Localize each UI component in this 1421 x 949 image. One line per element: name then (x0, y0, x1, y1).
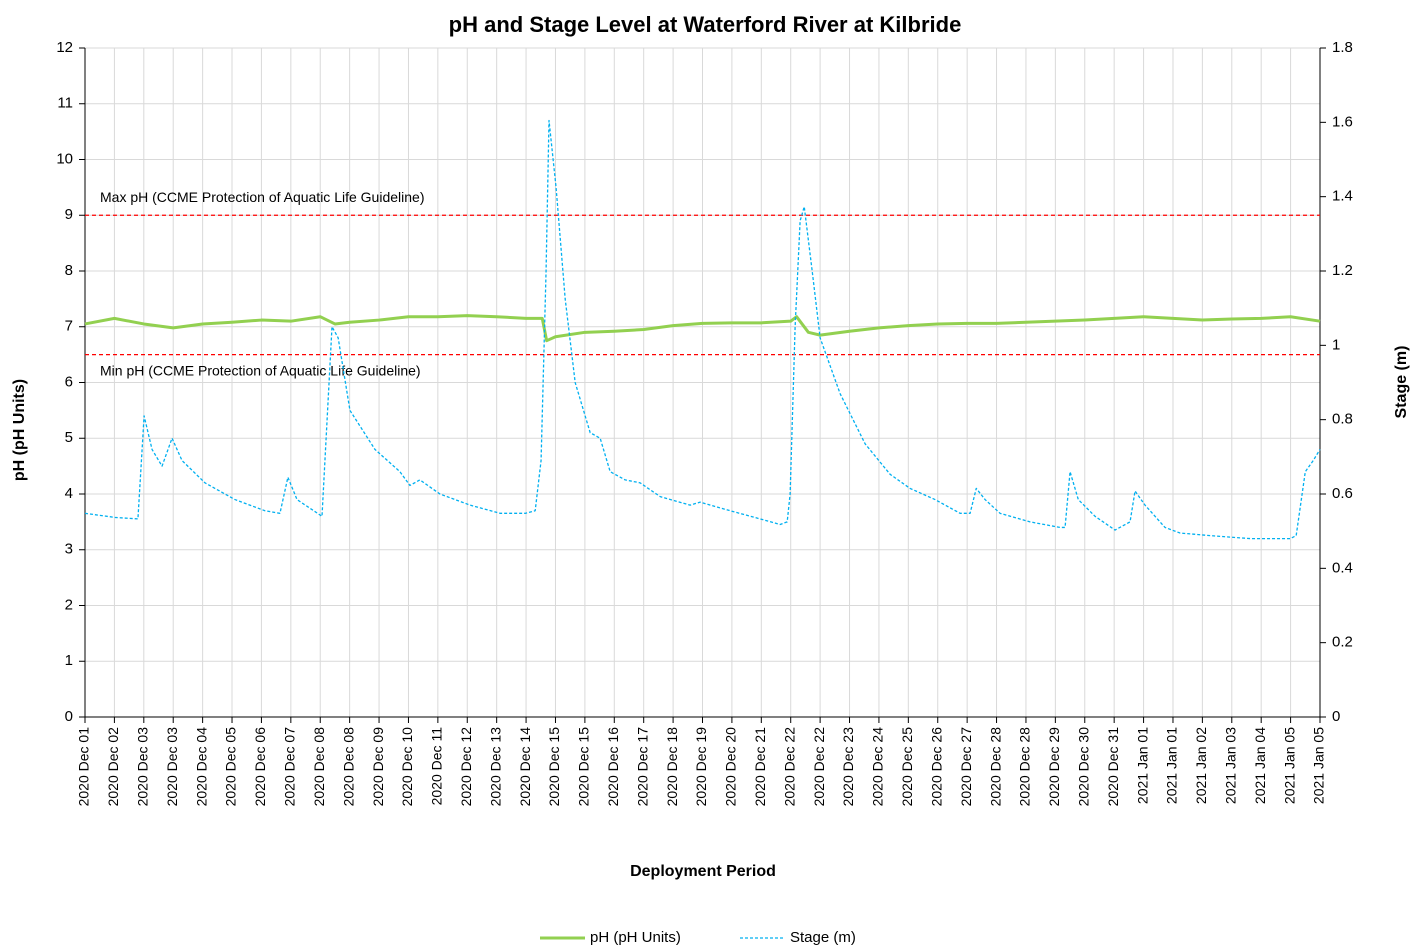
x-tick-label: 2020 Dec 03 (164, 727, 180, 807)
y2-tick-label: 1.4 (1332, 188, 1353, 205)
x-tick-label: 2020 Dec 05 (223, 727, 239, 807)
x-tick-label: 2020 Dec 10 (399, 727, 415, 807)
guideline-label: Min pH (CCME Protection of Aquatic Life … (100, 362, 421, 378)
y-tick-label: 5 (65, 429, 73, 446)
x-tick-label: 2021 Jan 02 (1193, 727, 1209, 804)
x-tick-label: 2020 Dec 08 (311, 727, 327, 807)
x-tick-label: 2020 Dec 19 (693, 727, 709, 807)
chart-title: pH and Stage Level at Waterford River at… (449, 12, 962, 37)
y2-tick-label: 0.6 (1332, 485, 1353, 502)
y-tick-label: 11 (57, 95, 73, 112)
series-line (84, 119, 1321, 540)
y2-tick-label: 0.2 (1332, 634, 1353, 651)
x-tick-label: 2020 Dec 11 (429, 727, 445, 806)
y-tick-label: 12 (56, 39, 73, 56)
y2-tick-label: 0 (1332, 708, 1340, 725)
x-tick-label: 2020 Dec 01 (76, 727, 92, 807)
x-tick-label: 2020 Dec 28 (987, 727, 1003, 807)
y2-tick-label: 1.2 (1332, 262, 1353, 279)
x-tick-label: 2020 Dec 22 (781, 727, 797, 807)
x-tick-label: 2020 Dec 12 (458, 727, 474, 807)
x-tick-label: 2020 Dec 29 (1046, 727, 1062, 807)
y-tick-label: 6 (65, 373, 73, 390)
x-tick-label: 2020 Dec 21 (752, 727, 768, 807)
y-tick-label: 2 (65, 596, 73, 613)
legend-label: pH (pH Units) (590, 929, 681, 946)
y-axis-title: pH (pH Units) (11, 379, 28, 481)
y2-tick-label: 1.6 (1332, 113, 1353, 130)
x-tick-label: 2021 Jan 05 (1281, 727, 1297, 804)
x-axis-title: Deployment Period (630, 863, 776, 880)
x-tick-label: 2020 Dec 27 (958, 727, 974, 807)
x-tick-label: 2020 Dec 23 (840, 727, 856, 807)
x-tick-label: 2021 Jan 05 (1311, 727, 1327, 804)
x-tick-label: 2021 Jan 01 (1134, 727, 1150, 804)
x-tick-label: 2021 Jan 01 (1164, 727, 1180, 804)
x-tick-label: 2020 Dec 16 (605, 727, 621, 807)
y-tick-label: 7 (65, 318, 73, 335)
x-tick-label: 2020 Dec 04 (193, 727, 209, 807)
x-tick-label: 2020 Dec 15 (546, 727, 562, 807)
x-tick-label: 2020 Dec 08 (340, 727, 356, 807)
y-tick-label: 4 (65, 485, 73, 502)
legend-label: Stage (m) (790, 929, 856, 946)
x-tick-label: 2020 Dec 07 (282, 727, 298, 807)
x-tick-label: 2020 Dec 09 (370, 727, 386, 807)
y-tick-label: 0 (65, 708, 73, 725)
y-tick-label: 3 (65, 541, 73, 558)
y-tick-label: 10 (56, 150, 73, 167)
x-tick-label: 2020 Dec 18 (664, 727, 680, 807)
x-tick-label: 2020 Dec 22 (811, 727, 827, 807)
x-tick-label: 2020 Dec 17 (634, 727, 650, 807)
x-tick-label: 2020 Dec 14 (517, 727, 533, 807)
y-tick-label: 1 (65, 652, 73, 669)
series-line (84, 314, 1321, 343)
x-tick-label: 2020 Dec 28 (1017, 727, 1033, 807)
x-tick-label: 2020 Dec 31 (1105, 727, 1121, 807)
x-tick-label: 2020 Dec 24 (870, 727, 886, 807)
y2-tick-label: 1.8 (1332, 39, 1353, 56)
x-tick-label: 2020 Dec 25 (899, 727, 915, 807)
x-tick-label: 2021 Jan 03 (1222, 727, 1238, 804)
x-tick-label: 2020 Dec 30 (1075, 727, 1091, 807)
guideline-label: Max pH (CCME Protection of Aquatic Life … (100, 189, 424, 205)
y2-tick-label: 1 (1332, 336, 1340, 353)
x-tick-label: 2020 Dec 20 (723, 727, 739, 807)
y-tick-label: 8 (65, 262, 73, 279)
y2-tick-label: 0.8 (1332, 411, 1353, 428)
x-tick-label: 2021 Jan 04 (1252, 727, 1268, 804)
x-tick-label: 2020 Dec 26 (928, 727, 944, 807)
y2-axis-title: Stage (m) (1393, 346, 1410, 419)
x-tick-label: 2020 Dec 02 (105, 727, 121, 807)
y2-tick-label: 0.4 (1332, 559, 1353, 576)
x-tick-label: 2020 Dec 15 (576, 727, 592, 807)
y-tick-label: 9 (65, 206, 73, 223)
x-tick-label: 2020 Dec 13 (487, 727, 503, 807)
x-tick-label: 2020 Dec 03 (135, 727, 151, 807)
x-tick-label: 2020 Dec 06 (252, 727, 268, 807)
